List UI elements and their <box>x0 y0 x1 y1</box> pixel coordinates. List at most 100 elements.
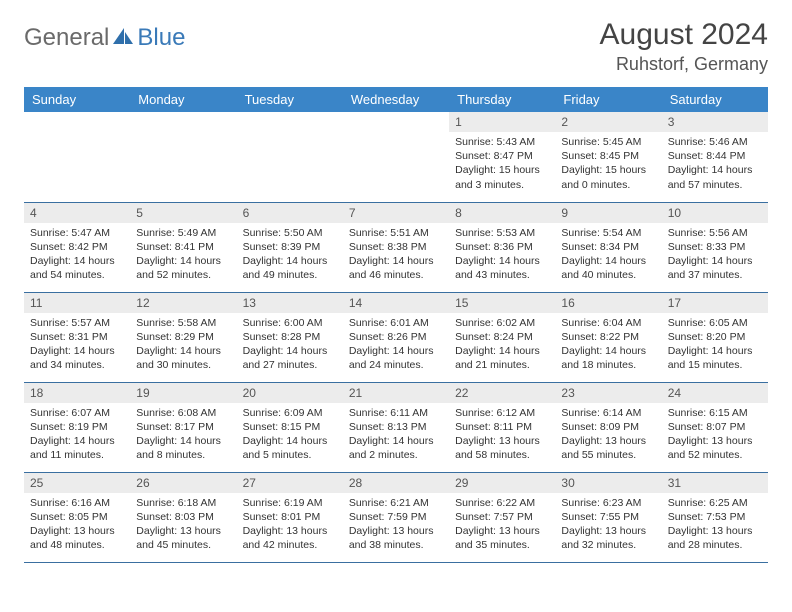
day-details: Sunrise: 6:21 AMSunset: 7:59 PMDaylight:… <box>343 493 449 557</box>
day-detail-line: and 2 minutes. <box>349 448 443 462</box>
day-number: 30 <box>555 473 661 493</box>
day-number: 3 <box>662 112 768 132</box>
day-details: Sunrise: 5:45 AMSunset: 8:45 PMDaylight:… <box>555 132 661 196</box>
day-detail-line: Sunrise: 6:16 AM <box>30 496 124 510</box>
day-detail-line: Daylight: 14 hours <box>455 254 549 268</box>
day-detail-line: Sunrise: 6:08 AM <box>136 406 230 420</box>
day-detail-line: Sunrise: 5:43 AM <box>455 135 549 149</box>
day-detail-line: and 57 minutes. <box>668 178 762 192</box>
logo-text-blue: Blue <box>137 24 185 52</box>
day-details: Sunrise: 6:19 AMSunset: 8:01 PMDaylight:… <box>237 493 343 557</box>
day-details: Sunrise: 6:15 AMSunset: 8:07 PMDaylight:… <box>662 403 768 467</box>
day-detail-line: Daylight: 14 hours <box>561 344 655 358</box>
calendar-cell: 12Sunrise: 5:58 AMSunset: 8:29 PMDayligh… <box>130 292 236 382</box>
day-number: 5 <box>130 203 236 223</box>
calendar-cell: 28Sunrise: 6:21 AMSunset: 7:59 PMDayligh… <box>343 472 449 562</box>
day-detail-line: Sunset: 8:11 PM <box>455 420 549 434</box>
day-details: Sunrise: 6:04 AMSunset: 8:22 PMDaylight:… <box>555 313 661 377</box>
page-header: General Blue August 2024 Ruhstorf, Germa… <box>24 18 768 75</box>
day-detail-line: Daylight: 13 hours <box>455 524 549 538</box>
day-detail-line: Sunset: 8:22 PM <box>561 330 655 344</box>
logo: General Blue <box>24 24 185 52</box>
day-detail-line: Sunrise: 5:51 AM <box>349 226 443 240</box>
day-detail-line: Sunrise: 6:12 AM <box>455 406 549 420</box>
calendar-cell: 3Sunrise: 5:46 AMSunset: 8:44 PMDaylight… <box>662 112 768 202</box>
calendar-cell: 30Sunrise: 6:23 AMSunset: 7:55 PMDayligh… <box>555 472 661 562</box>
day-detail-line: and 32 minutes. <box>561 538 655 552</box>
day-details: Sunrise: 6:22 AMSunset: 7:57 PMDaylight:… <box>449 493 555 557</box>
day-detail-line: Daylight: 13 hours <box>561 524 655 538</box>
day-detail-line: Sunrise: 6:09 AM <box>243 406 337 420</box>
day-details: Sunrise: 6:25 AMSunset: 7:53 PMDaylight:… <box>662 493 768 557</box>
day-number: 22 <box>449 383 555 403</box>
day-detail-line: Sunset: 8:07 PM <box>668 420 762 434</box>
day-detail-line: Sunset: 8:41 PM <box>136 240 230 254</box>
day-detail-line: Daylight: 14 hours <box>668 254 762 268</box>
day-detail-line: Daylight: 14 hours <box>349 434 443 448</box>
day-detail-line: and 11 minutes. <box>30 448 124 462</box>
day-detail-line: Daylight: 15 hours <box>455 163 549 177</box>
day-detail-line: Daylight: 14 hours <box>668 344 762 358</box>
day-detail-line: Daylight: 14 hours <box>136 344 230 358</box>
calendar-cell: 29Sunrise: 6:22 AMSunset: 7:57 PMDayligh… <box>449 472 555 562</box>
calendar-cell <box>343 112 449 202</box>
weekday-header: Tuesday <box>237 87 343 112</box>
day-number: 27 <box>237 473 343 493</box>
day-detail-line: Sunset: 8:20 PM <box>668 330 762 344</box>
calendar-cell: 2Sunrise: 5:45 AMSunset: 8:45 PMDaylight… <box>555 112 661 202</box>
day-detail-line: and 54 minutes. <box>30 268 124 282</box>
day-detail-line: Daylight: 14 hours <box>30 344 124 358</box>
day-number: 19 <box>130 383 236 403</box>
day-detail-line: and 42 minutes. <box>243 538 337 552</box>
weekday-header: Friday <box>555 87 661 112</box>
calendar-cell: 26Sunrise: 6:18 AMSunset: 8:03 PMDayligh… <box>130 472 236 562</box>
day-detail-line: Sunrise: 6:00 AM <box>243 316 337 330</box>
day-detail-line: Sunrise: 5:49 AM <box>136 226 230 240</box>
day-detail-line: Sunrise: 6:14 AM <box>561 406 655 420</box>
calendar-cell: 22Sunrise: 6:12 AMSunset: 8:11 PMDayligh… <box>449 382 555 472</box>
day-detail-line: Sunrise: 5:57 AM <box>30 316 124 330</box>
day-detail-line: and 24 minutes. <box>349 358 443 372</box>
day-detail-line: and 46 minutes. <box>349 268 443 282</box>
day-number: 21 <box>343 383 449 403</box>
day-detail-line: Sunrise: 5:47 AM <box>30 226 124 240</box>
day-details: Sunrise: 6:02 AMSunset: 8:24 PMDaylight:… <box>449 313 555 377</box>
day-detail-line: Daylight: 13 hours <box>561 434 655 448</box>
month-title: August 2024 <box>600 18 768 52</box>
calendar-cell: 7Sunrise: 5:51 AMSunset: 8:38 PMDaylight… <box>343 202 449 292</box>
calendar-cell: 15Sunrise: 6:02 AMSunset: 8:24 PMDayligh… <box>449 292 555 382</box>
day-detail-line: Sunset: 8:42 PM <box>30 240 124 254</box>
calendar-cell: 20Sunrise: 6:09 AMSunset: 8:15 PMDayligh… <box>237 382 343 472</box>
day-detail-line: Sunset: 8:38 PM <box>349 240 443 254</box>
day-detail-line: Daylight: 14 hours <box>136 434 230 448</box>
day-detail-line: and 37 minutes. <box>668 268 762 282</box>
day-detail-line: Daylight: 14 hours <box>30 434 124 448</box>
day-detail-line: and 5 minutes. <box>243 448 337 462</box>
calendar-cell: 18Sunrise: 6:07 AMSunset: 8:19 PMDayligh… <box>24 382 130 472</box>
day-detail-line: Sunset: 8:34 PM <box>561 240 655 254</box>
day-details: Sunrise: 6:14 AMSunset: 8:09 PMDaylight:… <box>555 403 661 467</box>
calendar-cell: 16Sunrise: 6:04 AMSunset: 8:22 PMDayligh… <box>555 292 661 382</box>
calendar-week-row: 25Sunrise: 6:16 AMSunset: 8:05 PMDayligh… <box>24 472 768 562</box>
day-detail-line: Sunset: 8:15 PM <box>243 420 337 434</box>
day-detail-line: and 34 minutes. <box>30 358 124 372</box>
weekday-header-row: Sunday Monday Tuesday Wednesday Thursday… <box>24 87 768 112</box>
day-detail-line: and 55 minutes. <box>561 448 655 462</box>
day-number: 23 <box>555 383 661 403</box>
calendar-cell: 24Sunrise: 6:15 AMSunset: 8:07 PMDayligh… <box>662 382 768 472</box>
day-details: Sunrise: 6:23 AMSunset: 7:55 PMDaylight:… <box>555 493 661 557</box>
day-detail-line: Sunrise: 5:58 AM <box>136 316 230 330</box>
day-detail-line: Daylight: 13 hours <box>668 524 762 538</box>
day-details: Sunrise: 5:50 AMSunset: 8:39 PMDaylight:… <box>237 223 343 287</box>
day-detail-line: Sunset: 8:26 PM <box>349 330 443 344</box>
calendar-cell: 1Sunrise: 5:43 AMSunset: 8:47 PMDaylight… <box>449 112 555 202</box>
day-detail-line: Sunrise: 6:23 AM <box>561 496 655 510</box>
day-detail-line: Sunset: 8:36 PM <box>455 240 549 254</box>
day-detail-line: Sunset: 8:39 PM <box>243 240 337 254</box>
day-number: 4 <box>24 203 130 223</box>
day-detail-line: and 52 minutes. <box>136 268 230 282</box>
day-number: 7 <box>343 203 449 223</box>
calendar-cell: 8Sunrise: 5:53 AMSunset: 8:36 PMDaylight… <box>449 202 555 292</box>
day-detail-line: Daylight: 13 hours <box>349 524 443 538</box>
weekday-header: Monday <box>130 87 236 112</box>
